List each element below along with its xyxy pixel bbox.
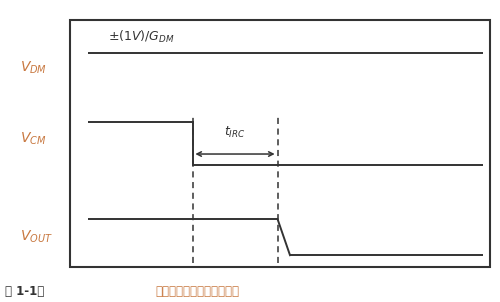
Text: $\pm(1V)/G_{DM}$: $\pm(1V)/G_{DM}$ (108, 29, 174, 45)
Text: 图 1-1：: 图 1-1： (5, 285, 44, 298)
Text: $t_{IRC}$: $t_{IRC}$ (224, 125, 246, 140)
Text: 共模输入过驱动恢复时序图: 共模输入过驱动恢复时序图 (155, 285, 239, 298)
Text: $V_{CM}$: $V_{CM}$ (20, 131, 46, 147)
Text: $V_{OUT}$: $V_{OUT}$ (20, 229, 53, 245)
Text: $V_{DM}$: $V_{DM}$ (20, 60, 47, 76)
